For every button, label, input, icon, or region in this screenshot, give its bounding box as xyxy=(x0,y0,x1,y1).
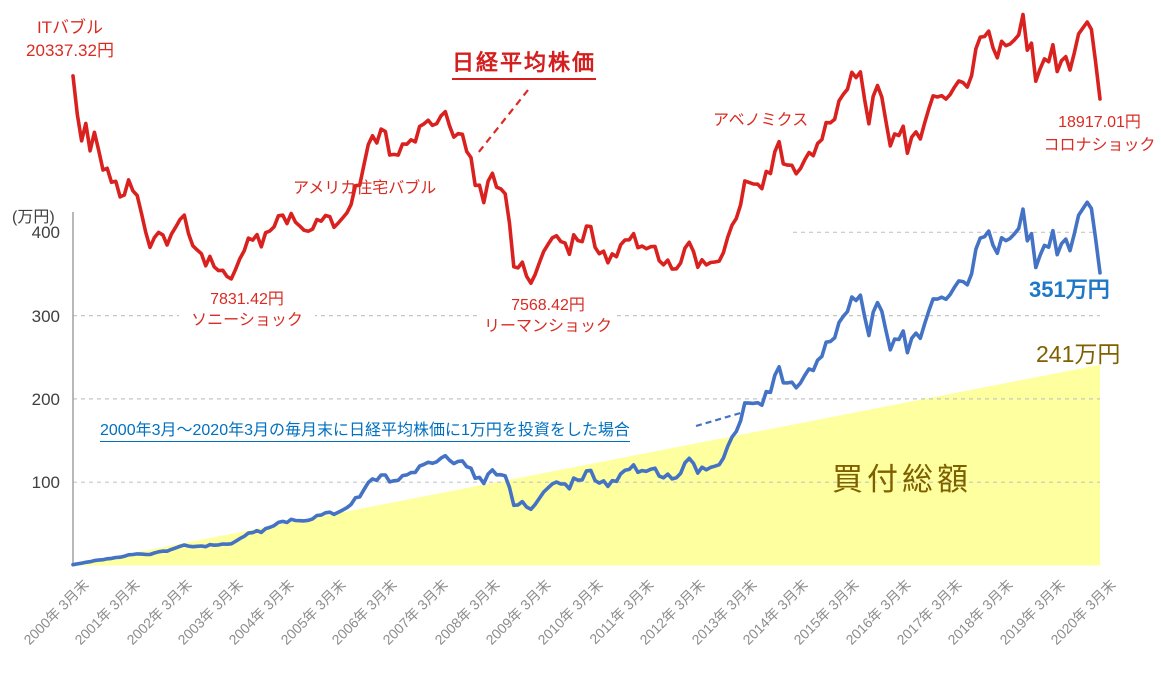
annotation-it-bubble: ITバブル 20337.32円 xyxy=(2,16,138,62)
annotation-it-bubble-label: ITバブル xyxy=(36,18,104,37)
purchase-area-label: 買付総額 xyxy=(832,462,972,497)
y-axis-tick-label: 400 xyxy=(31,223,60,242)
annotation-corona-shock: 18917.01円 コロナショック xyxy=(1040,111,1159,157)
annotation-corona-shock-label: コロナショック xyxy=(1043,137,1156,154)
annotation-sony-shock-value: 7831.42円 xyxy=(210,291,284,308)
annotation-us-housing-bubble: アメリカ住宅バブル xyxy=(293,180,437,197)
y-axis-tick-label: 100 xyxy=(31,473,60,492)
annotation-it-bubble-value: 20337.32円 xyxy=(26,41,114,60)
annotation-sony-shock-label: ソニーショック xyxy=(191,312,303,329)
final-investment-value: 351万円 xyxy=(1029,277,1110,302)
y-axis-unit-label: (万円) xyxy=(12,209,55,226)
annotation-lehman-shock-label: リーマンショック xyxy=(483,318,612,335)
investment-chart: ITバブル 20337.32円 日経平均株価 アメリカ住宅バブル 7831.42… xyxy=(2,12,1159,648)
investment-condition-note: 2000年3月～2020年3月の毎月末に日経平均株価に1万円を投資をした場合 xyxy=(100,416,630,442)
y-axis-tick-label: 300 xyxy=(31,307,60,326)
y-axis-tick-label: 200 xyxy=(31,390,60,409)
annotation-corona-shock-value: 18917.01円 xyxy=(1058,114,1141,131)
nikkei-series-title: 日経平均株価 xyxy=(452,45,597,80)
annotation-abenomics: アベノミクス xyxy=(713,112,809,129)
annotation-sony-shock: 7831.42円 ソニーショック xyxy=(179,289,315,331)
annotation-lehman-shock-value: 7568.42円 xyxy=(511,297,585,314)
chart-canvas xyxy=(71,12,1102,567)
annotation-lehman-shock: 7568.42円 リーマンショック xyxy=(480,295,616,337)
total-purchase-value: 241万円 xyxy=(1036,341,1121,367)
